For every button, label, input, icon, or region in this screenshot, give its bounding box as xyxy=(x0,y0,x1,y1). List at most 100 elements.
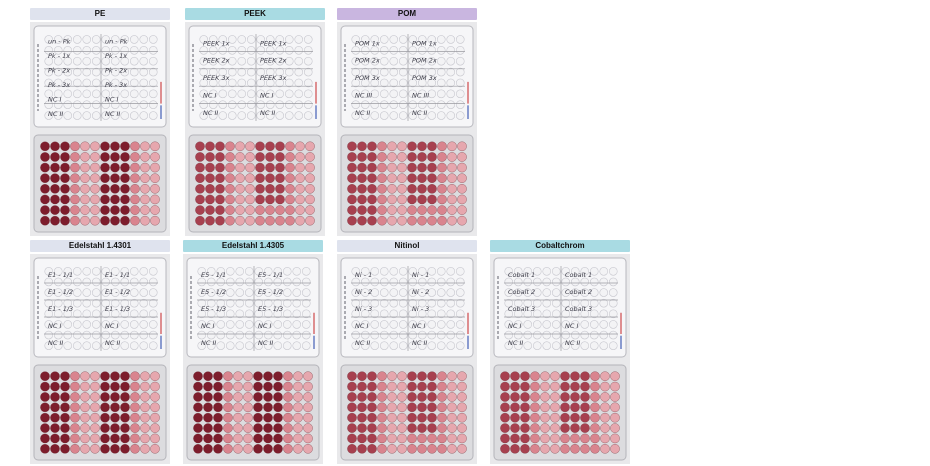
lid-handwriting: NC I xyxy=(355,322,368,330)
panel-label: Edelstahl 1.4305 xyxy=(183,240,323,252)
lid-handwriting: NC II xyxy=(260,109,275,117)
lid-handwriting: PEEK 3x xyxy=(260,74,287,82)
plate-illustration: E5 - 1/1 E5 - 1/1 E5 - 1/2 E5 - 1/2 E5 - 1/3… xyxy=(186,257,320,461)
plate-lid: un - Pk un - Pk Pk - 1x Pk - 1x Pk - 2x Pk - … xyxy=(33,25,167,128)
plate-lid: POM 1x POM 1x POM 2x POM 2x POM 3x POM 3x NC I… xyxy=(340,25,474,128)
lid-handwriting: E5 - 1/1 xyxy=(201,271,226,279)
lid-handwriting: NC II xyxy=(203,109,218,117)
lid-handwriting: NC II xyxy=(48,110,63,118)
lid-handwriting: Cobalt 1 xyxy=(508,271,535,279)
plate-photo: E5 - 1/1 E5 - 1/1 E5 - 1/2 E5 - 1/2 E5 - 1/3… xyxy=(183,254,323,464)
lid-handwriting: Cobalt 3 xyxy=(508,305,535,313)
lid-handwriting: NC I xyxy=(48,95,61,103)
panel-label: POM xyxy=(337,8,477,20)
plate-bottom xyxy=(33,134,167,233)
plate-photo: E1 - 1/1 E1 - 1/1 E1 - 1/2 E1 - 1/2 E1 - 1/3… xyxy=(30,254,170,464)
lid-handwriting: E1 - 1/1 xyxy=(105,271,130,279)
lid-handwriting: PEEK 2x xyxy=(260,57,287,65)
plate-illustration: PEEK 1x PEEK 1x PEEK 2x PEEK 2x PEEK 3x PEEK … xyxy=(188,25,322,233)
lid-handwriting: NC I xyxy=(201,322,214,330)
plate-photo: PEEK 1x PEEK 1x PEEK 2x PEEK 2x PEEK 3x PEEK … xyxy=(185,22,325,236)
panel-peek: PEEK PEEK 1x PEEK 1x PEEK 2x PEEK 2x PEEK 3x… xyxy=(185,8,325,236)
lid-handwriting: E1 - 1/3 xyxy=(105,305,130,313)
lid-handwriting: E1 - 1/2 xyxy=(48,288,73,296)
lid-handwriting: Pk - 2x xyxy=(48,66,70,74)
plate-photo: POM 1x POM 1x POM 2x POM 2x POM 3x POM 3x NC I… xyxy=(337,22,477,236)
lid-handwriting: NC II xyxy=(48,339,63,347)
lid-handwriting: NC I xyxy=(105,322,118,330)
plate-lid: PEEK 1x PEEK 1x PEEK 2x PEEK 2x PEEK 3x PEEK … xyxy=(188,25,322,128)
plate-illustration: Ni - 1 Ni - 1 Ni - 2 Ni - 2 Ni - 3 Ni - 3 NC I… xyxy=(340,257,474,461)
lid-handwriting: Ni - 3 xyxy=(355,305,372,313)
lid-handwriting: E1 - 1/2 xyxy=(105,288,130,296)
lid-handwriting: NC II xyxy=(412,339,427,347)
lid-handwriting: PEEK 1x xyxy=(260,39,287,47)
plate-lid: Ni - 1 Ni - 1 Ni - 2 Ni - 2 Ni - 3 Ni - 3 NC I… xyxy=(340,257,474,358)
lid-handwriting: PEEK 3x xyxy=(203,74,230,82)
lid-handwriting: NC III xyxy=(412,92,429,100)
panel-pom: POM POM 1x POM 1x POM 2x POM 2x POM 3x POM 3x… xyxy=(337,8,477,236)
lid-handwriting: NC I xyxy=(203,92,216,100)
lid-handwriting: NC II xyxy=(508,339,523,347)
lid-handwriting: NC II xyxy=(412,109,427,117)
lid-handwriting: NC II xyxy=(105,110,120,118)
lid-handwriting: E5 - 1/3 xyxy=(258,305,283,313)
panel-label: PE xyxy=(30,8,170,20)
lid-handwriting: Ni - 1 xyxy=(355,271,372,279)
lid-handwriting: Cobalt 2 xyxy=(565,288,592,296)
lid-handwriting: NC I xyxy=(508,322,521,330)
plate-lid: Cobalt 1 Cobalt 1 Cobalt 2 Cobalt 2 Cobalt 3… xyxy=(493,257,627,358)
lid-handwriting: NC I xyxy=(565,322,578,330)
lid-handwriting: NC I xyxy=(48,322,61,330)
lid-handwriting: Cobalt 1 xyxy=(565,271,592,279)
lid-handwriting: Pk - 1x xyxy=(105,52,127,60)
lid-handwriting: un - Pk xyxy=(105,37,128,45)
plate-bottom xyxy=(493,364,627,461)
plate-photo: un - Pk un - Pk Pk - 1x Pk - 1x Pk - 2x Pk - … xyxy=(30,22,170,236)
panel-cobaltchrom: Cobaltchrom Cobalt 1 Cobalt 1 Cobalt 2 Coba… xyxy=(490,240,630,464)
plate-illustration: E1 - 1/1 E1 - 1/1 E1 - 1/2 E1 - 1/2 E1 - 1/3… xyxy=(33,257,167,461)
lid-handwriting: E5 - 1/2 xyxy=(258,288,283,296)
lid-handwriting: POM 1x xyxy=(412,39,437,47)
lid-handwriting: E1 - 1/1 xyxy=(48,271,73,279)
panel-nitinol: Nitinol Ni - 1 Ni - 1 Ni - 2 Ni - 2 Ni - 3 Ni… xyxy=(337,240,477,464)
lid-handwriting: Ni - 2 xyxy=(412,288,429,296)
lid-handwriting: POM 2x xyxy=(355,57,380,65)
lid-handwriting: Ni - 3 xyxy=(412,305,429,313)
lid-handwriting: Pk - 2x xyxy=(105,66,127,74)
lid-handwriting: NC I xyxy=(412,322,425,330)
plate-lid: E5 - 1/1 E5 - 1/1 E5 - 1/2 E5 - 1/2 E5 - 1/3… xyxy=(186,257,320,358)
lid-handwriting: Ni - 1 xyxy=(412,271,429,279)
lid-handwriting: un - Pk xyxy=(48,37,71,45)
lid-handwriting: NC I xyxy=(105,95,118,103)
lid-handwriting: PEEK 1x xyxy=(203,39,230,47)
panel-label: Cobaltchrom xyxy=(490,240,630,252)
lid-handwriting: POM 3x xyxy=(412,74,437,82)
plate-bottom xyxy=(188,134,322,233)
plate-bottom xyxy=(340,134,474,233)
plate-lid: E1 - 1/1 E1 - 1/1 E1 - 1/2 E1 - 1/2 E1 - 1/3… xyxy=(33,257,167,358)
lid-handwriting: E5 - 1/1 xyxy=(258,271,283,279)
lid-handwriting: NC II xyxy=(258,339,273,347)
lid-handwriting: Ni - 2 xyxy=(355,288,372,296)
lid-handwriting: NC I xyxy=(258,322,271,330)
plate-bottom xyxy=(186,364,320,461)
lid-handwriting: NC II xyxy=(201,339,216,347)
plate-illustration: POM 1x POM 1x POM 2x POM 2x POM 3x POM 3x NC I… xyxy=(340,25,474,233)
plate-photo: Cobalt 1 Cobalt 1 Cobalt 2 Cobalt 2 Cobalt 3… xyxy=(490,254,630,464)
lid-handwriting: POM 2x xyxy=(412,57,437,65)
lid-handwriting: NC III xyxy=(355,92,372,100)
panel-edelstahl-14305: Edelstahl 1.4305 E5 - 1/1 E5 - 1/1 E5 - 1/… xyxy=(183,240,323,464)
panel-label: PEEK xyxy=(185,8,325,20)
lid-handwriting: Pk - 3x xyxy=(105,81,127,89)
lid-handwriting: PEEK 2x xyxy=(203,57,230,65)
lid-handwriting: Pk - 3x xyxy=(48,81,70,89)
panel-label: Edelstahl 1.4301 xyxy=(30,240,170,252)
lid-handwriting: NC I xyxy=(260,92,273,100)
plate-illustration: un - Pk un - Pk Pk - 1x Pk - 1x Pk - 2x Pk - … xyxy=(33,25,167,233)
plate-illustration: Cobalt 1 Cobalt 1 Cobalt 2 Cobalt 2 Cobalt 3… xyxy=(493,257,627,461)
panel-label: Nitinol xyxy=(337,240,477,252)
plate-photo: Ni - 1 Ni - 1 Ni - 2 Ni - 2 Ni - 3 Ni - 3 NC I… xyxy=(337,254,477,464)
lid-handwriting: Pk - 1x xyxy=(48,52,70,60)
lid-handwriting: NC II xyxy=(355,339,370,347)
